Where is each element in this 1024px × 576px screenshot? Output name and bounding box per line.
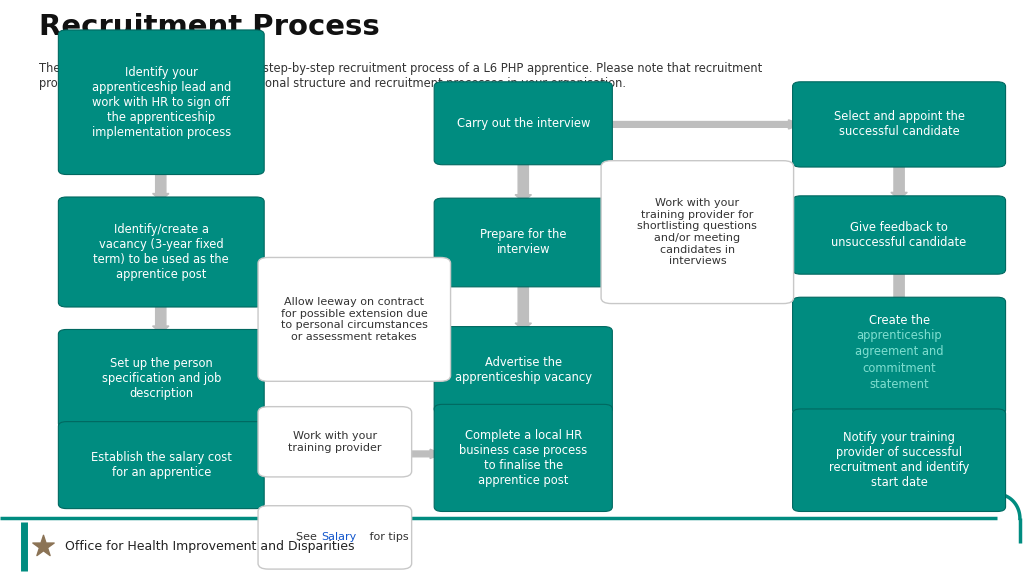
FancyBboxPatch shape bbox=[793, 82, 1006, 167]
Text: Notify your training
provider of successful
recruitment and identify
start date: Notify your training provider of success… bbox=[829, 431, 969, 489]
Text: Set up the person
specification and job
description: Set up the person specification and job … bbox=[101, 357, 221, 400]
FancyBboxPatch shape bbox=[58, 329, 264, 428]
FancyArrow shape bbox=[515, 160, 531, 202]
Text: Allow leeway on contract
for possible extension due
to personal circumstances
or: Allow leeway on contract for possible ex… bbox=[281, 297, 428, 342]
Text: agreement and: agreement and bbox=[855, 345, 943, 358]
FancyBboxPatch shape bbox=[434, 404, 612, 511]
Text: Office for Health Improvement and Disparities: Office for Health Improvement and Dispar… bbox=[65, 540, 354, 552]
Text: Establish the salary cost
for an apprentice: Establish the salary cost for an apprent… bbox=[91, 451, 231, 479]
Text: Advertise the
apprenticeship vacancy: Advertise the apprenticeship vacancy bbox=[455, 356, 592, 384]
Text: commitment: commitment bbox=[862, 362, 936, 375]
FancyBboxPatch shape bbox=[58, 197, 264, 307]
Text: Give feedback to
unsuccessful candidate: Give feedback to unsuccessful candidate bbox=[831, 221, 967, 249]
FancyArrow shape bbox=[258, 449, 442, 458]
Text: See: See bbox=[296, 532, 321, 543]
FancyArrow shape bbox=[891, 410, 907, 447]
FancyArrow shape bbox=[153, 170, 169, 200]
Text: Identify/create a
vacancy (3-year fixed
term) to be used as the
apprentice post: Identify/create a vacancy (3-year fixed … bbox=[93, 223, 229, 281]
FancyBboxPatch shape bbox=[601, 161, 794, 304]
Text: Salary: Salary bbox=[322, 532, 356, 543]
FancyBboxPatch shape bbox=[793, 196, 1006, 274]
Text: Recruitment Process: Recruitment Process bbox=[39, 13, 380, 41]
Text: Carry out the interview: Carry out the interview bbox=[457, 117, 590, 130]
Text: statement: statement bbox=[869, 378, 929, 391]
FancyBboxPatch shape bbox=[258, 506, 412, 569]
Text: Prepare for the
interview: Prepare for the interview bbox=[480, 229, 566, 256]
Text: Work with your
training provider: Work with your training provider bbox=[288, 431, 382, 453]
Text: for tips: for tips bbox=[366, 532, 409, 543]
FancyArrow shape bbox=[891, 270, 907, 311]
FancyBboxPatch shape bbox=[258, 407, 412, 477]
FancyArrow shape bbox=[153, 423, 169, 460]
Text: Work with your
training provider for
shortlisting questions
and/or meeting
candi: Work with your training provider for sho… bbox=[637, 198, 758, 266]
Text: Complete a local HR
business case process
to finalise the
apprentice post: Complete a local HR business case proces… bbox=[459, 429, 588, 487]
FancyArrow shape bbox=[891, 162, 907, 199]
Point bbox=[35, 541, 51, 551]
FancyBboxPatch shape bbox=[434, 198, 612, 287]
FancyBboxPatch shape bbox=[793, 297, 1006, 415]
Text: The high-level diagram below outlines step-by-step recruitment process of a L6 P: The high-level diagram below outlines st… bbox=[39, 62, 762, 90]
FancyBboxPatch shape bbox=[58, 30, 264, 175]
FancyBboxPatch shape bbox=[58, 422, 264, 509]
Text: Create the: Create the bbox=[868, 314, 930, 327]
FancyBboxPatch shape bbox=[434, 327, 612, 414]
FancyArrow shape bbox=[604, 120, 801, 129]
Text: Select and appoint the
successful candidate: Select and appoint the successful candid… bbox=[834, 111, 965, 138]
FancyArrow shape bbox=[515, 282, 531, 330]
FancyBboxPatch shape bbox=[793, 409, 1006, 511]
FancyBboxPatch shape bbox=[434, 82, 612, 165]
FancyArrow shape bbox=[153, 302, 169, 333]
Text: Identify your
apprenticeship lead and
work with HR to sign off
the apprenticeshi: Identify your apprenticeship lead and wo… bbox=[92, 66, 230, 139]
Text: apprenticeship: apprenticeship bbox=[856, 329, 942, 342]
FancyBboxPatch shape bbox=[258, 257, 451, 381]
FancyArrow shape bbox=[515, 409, 531, 448]
